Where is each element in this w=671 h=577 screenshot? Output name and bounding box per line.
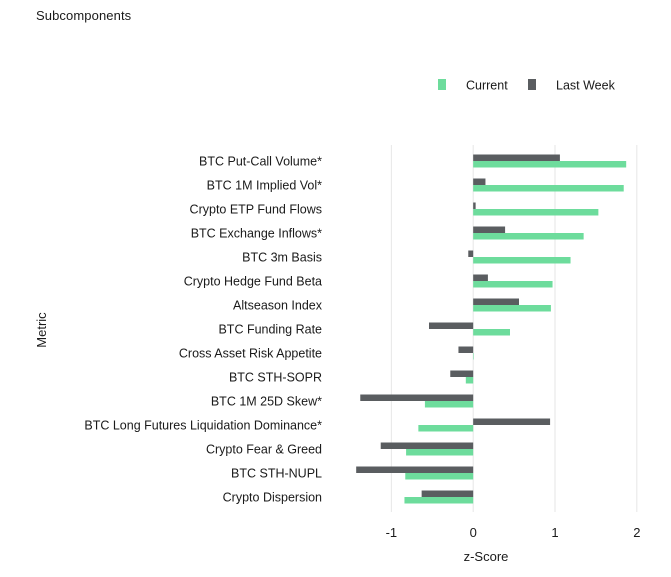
bar-current-7 [473, 329, 510, 336]
category-label-2: Crypto ETP Fund Flows [190, 203, 322, 217]
bar-last-week-9 [450, 370, 474, 377]
bar-last-week-0 [473, 154, 560, 161]
bar-current-4 [473, 257, 571, 264]
bar-last-week-13 [356, 466, 474, 473]
category-label-11: BTC Long Futures Liquidation Dominance* [84, 419, 322, 433]
bar-last-week-2 [473, 202, 476, 209]
category-label-5: Crypto Hedge Fund Beta [184, 275, 322, 289]
bar-current-14 [404, 497, 474, 504]
x-tick-label-2: 1 [551, 525, 558, 540]
x-axis-label: z-Score [464, 549, 509, 564]
category-label-6: Altseason Index [233, 299, 323, 313]
category-label-14: Crypto Dispersion [223, 491, 322, 505]
category-label-0: BTC Put-Call Volume* [199, 155, 322, 169]
bar-current-5 [473, 281, 553, 288]
bar-current-0 [473, 161, 627, 168]
bar-last-week-12 [380, 442, 474, 449]
bar-current-1 [473, 185, 624, 192]
bar-current-11 [418, 425, 474, 432]
category-label-7: BTC Funding Rate [218, 323, 322, 337]
category-label-8: Cross Asset Risk Appetite [179, 347, 322, 361]
category-label-3: BTC Exchange Inflows* [191, 227, 322, 241]
bar-last-week-10 [360, 394, 474, 401]
bar-current-12 [406, 449, 474, 456]
category-label-13: BTC STH-NUPL [231, 467, 322, 481]
bar-current-3 [473, 233, 584, 240]
bar-last-week-11 [473, 418, 551, 425]
legend-label-1: Last Week [556, 79, 616, 93]
legend-swatch-0 [438, 79, 446, 90]
bar-current-13 [405, 473, 474, 480]
bar-current-6 [473, 305, 551, 312]
bar-last-week-8 [458, 346, 474, 353]
category-label-12: Crypto Fear & Greed [206, 443, 322, 457]
bar-current-10 [424, 401, 474, 408]
x-tick-label-0: -1 [386, 525, 398, 540]
legend-swatch-1 [528, 79, 536, 90]
y-axis-label: Metric [34, 312, 49, 348]
bar-last-week-1 [473, 178, 486, 185]
bar-last-week-6 [473, 298, 519, 305]
bar-current-9 [465, 377, 474, 384]
bar-last-week-3 [473, 226, 506, 233]
category-label-9: BTC STH-SOPR [229, 371, 322, 385]
category-label-10: BTC 1M 25D Skew* [211, 395, 322, 409]
bar-current-8 [473, 353, 474, 360]
chart-title: Subcomponents [36, 8, 132, 23]
x-tick-label-1: 0 [470, 525, 477, 540]
bar-last-week-7 [429, 322, 474, 329]
legend-label-0: Current [466, 79, 508, 93]
bar-last-week-5 [473, 274, 488, 281]
category-label-1: BTC 1M Implied Vol* [207, 179, 322, 193]
bar-last-week-4 [468, 250, 474, 257]
category-label-4: BTC 3m Basis [242, 251, 322, 265]
x-tick-label-3: 2 [633, 525, 640, 540]
bar-last-week-14 [421, 490, 474, 497]
bar-current-2 [473, 209, 599, 216]
